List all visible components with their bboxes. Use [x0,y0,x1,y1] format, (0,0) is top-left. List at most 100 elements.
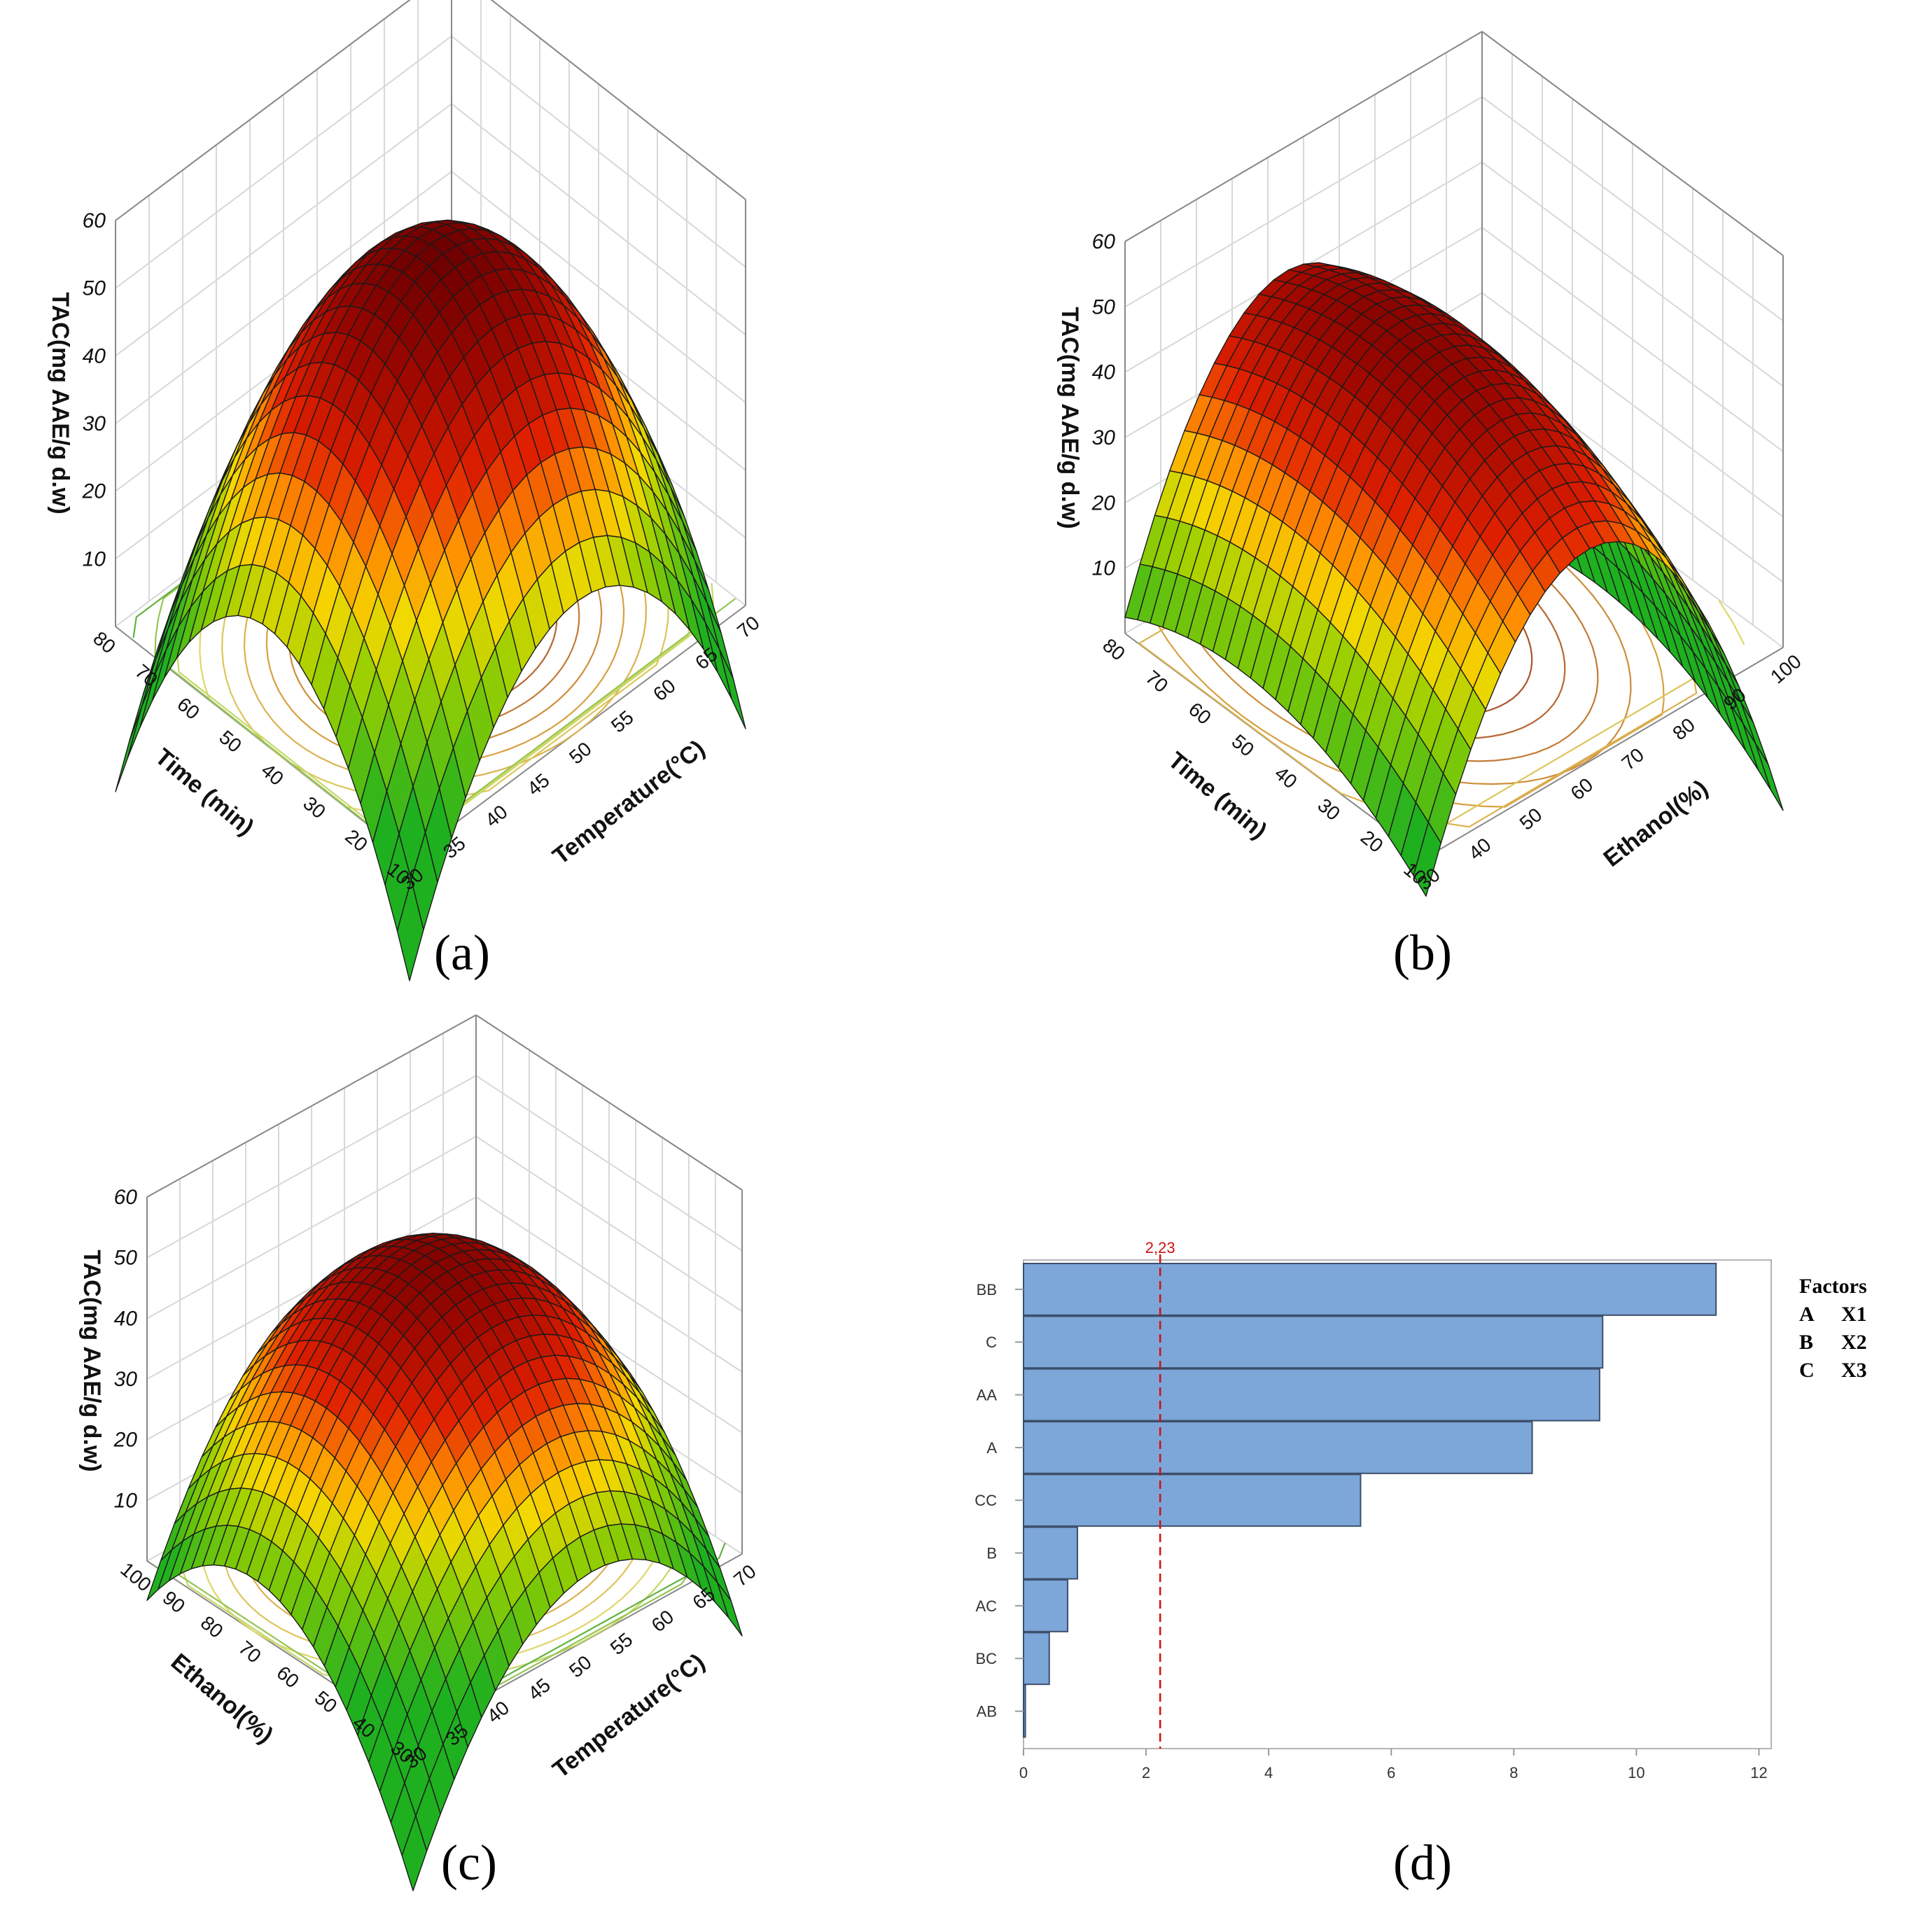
z-tick-label: 10 [1092,557,1116,580]
z-tick-label: 60 [114,1186,138,1209]
z-tick-label: 60 [1092,230,1116,253]
category-label: AA [977,1387,998,1404]
y-tick-label: 70 [1617,743,1648,774]
surface-cell [1755,743,1784,811]
x-tick-label: 50 [311,1686,342,1717]
wall-gridline [451,35,746,268]
category-label: BC [975,1650,997,1667]
bar [1023,1421,1533,1474]
z-tick-labels: 60 50 40 30 20 10 [113,1186,138,1512]
panel-label-a: (a) [434,925,490,981]
legend-value: X2 [1841,1331,1867,1354]
bar [1023,1368,1600,1422]
x-tick-label: 10 [1628,1764,1644,1782]
panel-b: 60 50 40 30 20 10 TAC(mg AAE/g d.w) 80 70 60 50 40 3… [953,0,1907,1022]
category-label: AB [977,1703,997,1721]
panel-label-d: (d) [1393,1835,1452,1891]
surface-plot-group: 60 50 40 30 20 10 TAC(mg AAE/g d.w) 80 70 60 50 40 3… [47,0,764,981]
bar [1023,1684,1026,1738]
z-tick-label: 50 [114,1247,138,1270]
surface-mesh [146,1233,743,1891]
z-axis-label: TAC(mg AAE/g d.w) [47,292,74,514]
y-tick-label: 70 [733,612,764,643]
z-tick-label: 10 [114,1489,138,1512]
surface-plot-a: 60 50 40 30 20 10 TAC(mg AAE/g d.w) 80 70 60 50 40 3… [47,0,764,981]
legend-row: A X1 [1799,1301,1867,1329]
surface-plot-b: 60 50 40 30 20 10 TAC(mg AAE/g d.w) 80 70 60 50 40 3… [1056,31,1805,897]
legend-value: X1 [1841,1303,1867,1326]
y-tick-label: 50 [1516,804,1546,834]
wall-gridline [1124,96,1483,308]
wall-gridline [451,171,746,403]
x-axis-label: Time (min) [1163,747,1272,844]
wall-gridline [475,1135,743,1312]
bar [1023,1474,1362,1527]
x-tick-label: 80 [197,1611,228,1642]
x-tick-label: 50 [215,726,246,757]
factors-legend: Factors A X1 B X2 C X3 [1799,1273,1867,1385]
x-tick-label: 30 [299,792,330,823]
y-tick-label: 50 [565,1651,596,1682]
wall-gridline [1481,96,1784,322]
y-tick-label: 40 [481,801,512,832]
y-tick-label: 50 [565,738,596,769]
wall-gridline [1481,227,1784,452]
x-tick-label: 50 [1227,730,1258,761]
x-tick-label: 20 [1357,826,1388,857]
legend-key: B [1799,1331,1814,1354]
panel-label-c: (c) [441,1835,497,1891]
category-label: A [986,1439,997,1457]
legend-row: B X2 [1799,1329,1867,1357]
z-tick-label: 20 [82,480,106,503]
category-label: B [986,1545,997,1562]
z-tick-label: 40 [1092,361,1116,384]
wall-gridline [115,35,452,289]
surface-plot-group: 60 50 40 30 20 10 TAC(mg AAE/g d.w) 80 70 60 50 40 3… [1056,31,1805,897]
wall-gridline [146,1135,477,1320]
box-edge [115,0,411,221]
bar [1023,1263,1717,1316]
x-tick-label: 70 [1142,666,1173,697]
z-tick-label: 10 [83,547,106,570]
bar [1023,1579,1069,1632]
surface-cell [127,676,155,759]
bar [1023,1526,1079,1580]
box-edge [475,1014,743,1191]
x-tick-label: 40 [257,759,288,790]
y-tick-label: 45 [524,1674,554,1704]
wall-gridline [115,103,452,357]
y-tick-label: 60 [649,675,680,706]
surface-mesh [115,219,746,981]
panel-a: 60 50 40 30 20 10 TAC(mg AAE/g d.w) 80 70 60 50 40 3… [0,0,953,1022]
x-tick-label: 90 [158,1587,189,1618]
x-tick-labels: 0 2 4 6 8 10 12 [1019,1764,1768,1782]
z-axis-label: TAC(mg AAE/g d.w) [1056,307,1083,528]
x-tick-label: 100 [116,1558,155,1596]
category-label: BB [977,1281,997,1298]
y-tick-label: 55 [607,706,638,737]
x-tick-label: 60 [173,693,204,724]
z-tick-label: 40 [83,344,106,368]
legend-key: A [1799,1303,1815,1326]
surface-cell [1413,822,1441,897]
x-tick-label: 60 [272,1662,303,1693]
legend-title: Factors [1799,1275,1867,1298]
x-tick-label: 80 [89,627,120,658]
wall-gridline [1481,292,1784,518]
x-tick-label: 80 [1098,634,1129,665]
x-tick-label: 40 [1271,762,1301,793]
box-edge [146,1014,477,1198]
x-axis-label: Ethanol(%) [166,1648,278,1749]
y-tick-label: 40 [1465,834,1495,864]
surface-cell [718,648,746,729]
wall-gridline [475,1196,743,1373]
x-tick-label: 2 [1142,1764,1150,1782]
z-tick-label: 20 [1091,491,1116,514]
z-tick-label: 20 [113,1429,138,1452]
z-tick-labels: 60 50 40 30 20 10 [82,209,106,570]
